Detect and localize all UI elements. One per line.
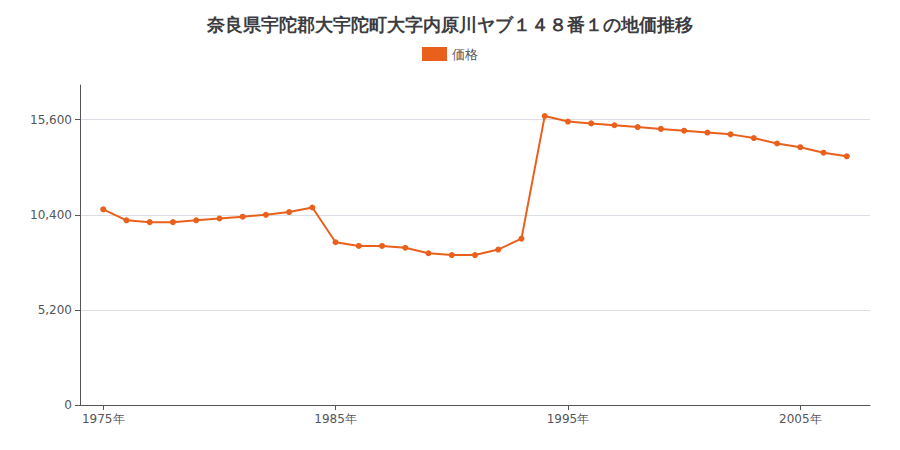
svg-text:1985年: 1985年	[314, 412, 357, 426]
svg-text:2005年: 2005年	[779, 412, 822, 426]
svg-text:10,400: 10,400	[30, 208, 72, 222]
svg-text:1995年: 1995年	[547, 412, 590, 426]
svg-text:1975年: 1975年	[82, 412, 125, 426]
svg-text:0: 0	[64, 398, 72, 412]
svg-text:5,200: 5,200	[38, 303, 72, 317]
svg-text:15,600: 15,600	[30, 113, 72, 127]
svg-text:奈良県宇陀郡大宇陀町大字内原川ヤブ１４８番１の地価推移: 奈良県宇陀郡大宇陀町大字内原川ヤブ１４８番１の地価推移	[206, 14, 693, 35]
svg-text:価格: 価格	[452, 47, 478, 62]
